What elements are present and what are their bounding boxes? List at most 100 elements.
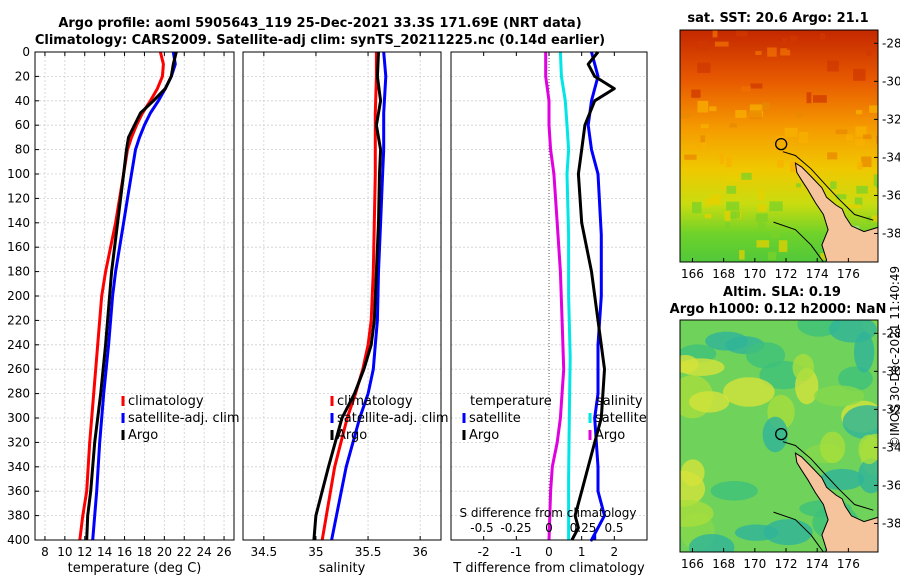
map-sla_map: 166 168 170 172 174 176 -28 -30 -32 -34 -36 -38 Alti… xyxy=(670,285,900,571)
sst-patch xyxy=(700,135,706,143)
s-tick-label: 0.25 xyxy=(570,521,597,535)
panel-temperature: 8 10 12 14 16 18 20 22 24 26 temperature (deg C) 0 2… xyxy=(7,45,240,576)
sst-patch xyxy=(755,50,762,56)
sst-patch xyxy=(729,123,737,128)
sla-patch xyxy=(763,519,813,546)
map-frame xyxy=(679,319,879,553)
y-tick-label: 20 xyxy=(15,69,30,83)
legend-climatology-label: climatology xyxy=(337,394,413,409)
y-tick-label: 320 xyxy=(7,435,30,449)
y-tick-label: 400 xyxy=(7,533,30,547)
sla-patch xyxy=(813,385,865,407)
sst-patch xyxy=(761,102,771,111)
sst-patch xyxy=(709,106,717,112)
lon-tick-label: 170 xyxy=(743,267,766,281)
plot-frame xyxy=(34,51,235,541)
sst-patch xyxy=(725,222,730,228)
sst-patch xyxy=(835,129,848,135)
y-tick-label: 380 xyxy=(7,509,30,523)
sst-patch xyxy=(796,183,802,188)
sst-patch xyxy=(836,194,847,200)
sst-patch xyxy=(741,172,752,180)
bathymetry-contour xyxy=(773,221,824,262)
x-tick-label: 2 xyxy=(611,545,619,559)
sst-patch xyxy=(857,161,863,170)
y-tick-label: 60 xyxy=(15,118,30,132)
sst-patch xyxy=(701,140,706,151)
sla-patch xyxy=(842,405,878,440)
legend-climatology-label: climatology xyxy=(128,394,204,409)
sst-patch xyxy=(735,110,747,118)
y-tick-label: 120 xyxy=(7,191,30,205)
sst-patch xyxy=(784,127,798,138)
sla-patch xyxy=(792,353,815,382)
y-tick-label: 40 xyxy=(15,94,30,108)
s-tick-label: -0.25 xyxy=(500,521,531,535)
sst-patch xyxy=(758,222,766,230)
x-tick-label: -2 xyxy=(478,545,490,559)
sla-patch xyxy=(689,391,730,413)
sst-patch xyxy=(769,201,783,212)
x-tick-label: 16 xyxy=(117,545,132,559)
lat-tick-label: -36 xyxy=(882,478,900,492)
sst-patch xyxy=(861,156,872,168)
legend-salinity-title: salinity xyxy=(596,394,643,409)
sst-patch xyxy=(767,251,777,261)
lat-tick-label: -28 xyxy=(882,326,900,340)
sst-patch xyxy=(725,175,740,183)
sla-patch xyxy=(680,470,706,507)
x-tick-label: 22 xyxy=(177,545,192,559)
sst-patch xyxy=(855,126,867,137)
sst-patch xyxy=(780,48,791,56)
series-line-argo xyxy=(85,51,178,541)
sst-patch xyxy=(786,42,793,51)
x-tick-label: 35.5 xyxy=(355,545,382,559)
lon-tick-label: 176 xyxy=(837,267,860,281)
sst-patch xyxy=(854,197,863,206)
lat-tick-label: -30 xyxy=(882,74,900,88)
y-tick-label: 260 xyxy=(7,362,30,376)
sla-patch xyxy=(838,366,873,391)
lat-tick-label: -34 xyxy=(882,150,900,164)
sst-patch xyxy=(697,41,709,51)
sla-patch xyxy=(819,431,846,464)
sst-patch xyxy=(876,135,878,144)
x-tick-label: 26 xyxy=(216,545,231,559)
sst-patch xyxy=(684,154,697,160)
lat-tick-label: -28 xyxy=(882,36,900,50)
legend-s-satellite-label: satellite xyxy=(595,411,647,426)
plot-frame xyxy=(450,51,648,541)
lat-tick-label: -34 xyxy=(882,440,900,454)
sst-patch xyxy=(739,250,745,260)
land-mass xyxy=(794,162,878,262)
lon-tick-label: 172 xyxy=(775,557,798,571)
lat-tick-label: -38 xyxy=(882,516,900,530)
legend-argo-label: Argo xyxy=(337,428,367,443)
series-line-satellite-adj-clim xyxy=(330,51,388,541)
sst-patch xyxy=(681,113,690,119)
sst-patch xyxy=(712,30,718,38)
sla-patch xyxy=(710,481,758,501)
sst-patch xyxy=(756,240,770,248)
lon-tick-label: 168 xyxy=(712,267,735,281)
sst-patch xyxy=(777,160,784,168)
argo-position-marker xyxy=(775,427,788,441)
series-line-t-argo xyxy=(570,51,616,541)
sst-patch xyxy=(706,197,721,205)
bathymetry-contour xyxy=(782,151,874,221)
sst-patch xyxy=(847,204,862,209)
lat-tick-label: -30 xyxy=(882,364,900,378)
sst-patch xyxy=(741,86,751,93)
sst-patch xyxy=(827,60,839,72)
sst-patch xyxy=(790,161,799,173)
x-tick-label: 10 xyxy=(57,545,72,559)
sst-patch xyxy=(726,201,740,211)
legend-argo-label: Argo xyxy=(128,428,158,443)
lon-tick-label: 172 xyxy=(775,267,798,281)
lat-tick-label: -32 xyxy=(882,112,900,126)
legend-t-argo-label: Argo xyxy=(469,428,499,443)
sst-patch xyxy=(749,104,764,114)
sst-patch xyxy=(726,185,737,194)
sla-patch xyxy=(828,320,877,343)
sst-patch xyxy=(750,83,763,89)
